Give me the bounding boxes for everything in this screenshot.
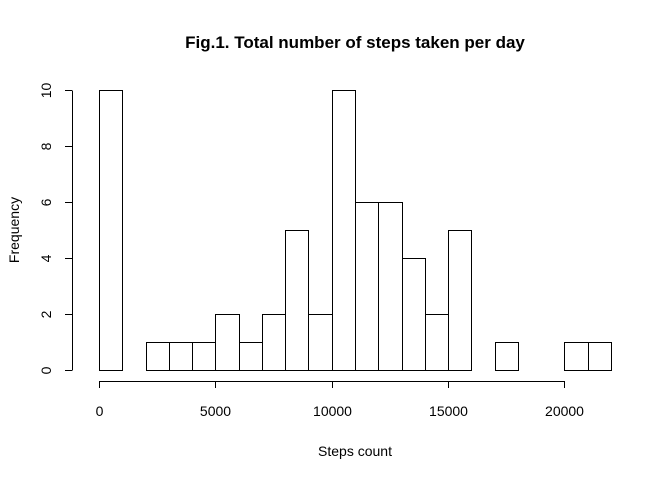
histogram-bar: [308, 314, 333, 371]
y-tick-label: 10: [38, 83, 54, 99]
y-tick-label: 0: [38, 366, 54, 374]
histogram-bar: [262, 314, 286, 371]
x-tick-label: 5000: [200, 403, 231, 419]
histogram-bar: [192, 342, 216, 371]
y-tick-label: 4: [38, 254, 54, 262]
y-tick-label: 2: [38, 310, 54, 318]
histogram-bars: [99, 90, 612, 371]
y-axis-label: Frequency: [6, 197, 22, 263]
histogram-bar: [169, 342, 193, 371]
chart-title: Fig.1. Total number of steps taken per d…: [185, 33, 525, 52]
histogram-bar: [588, 342, 612, 371]
x-tick-label: 15000: [429, 403, 468, 419]
histogram-bar: [378, 202, 403, 371]
histogram-bar: [332, 90, 356, 371]
y-tick-label: 6: [38, 198, 54, 206]
histogram-bar: [448, 230, 472, 371]
x-tick-label: 0: [96, 403, 104, 419]
x-tick-label: 20000: [545, 403, 584, 419]
x-axis-label: Steps count: [318, 443, 392, 459]
y-axis: 0 2 4 6 8 10: [38, 83, 73, 374]
histogram-bar: [495, 342, 519, 371]
histogram-bar: [99, 90, 123, 371]
x-tick-label: 10000: [313, 403, 352, 419]
y-tick-label: 8: [38, 142, 54, 150]
histogram-bar: [146, 342, 170, 371]
histogram-bar: [285, 230, 309, 371]
histogram-bar: [402, 258, 426, 371]
histogram-bar: [425, 314, 449, 371]
histogram-bar: [239, 342, 263, 371]
x-axis: 0 5000 10000 15000 20000: [96, 381, 584, 419]
histogram-bar: [355, 202, 379, 371]
histogram-bar: [215, 314, 240, 371]
histogram-bar: [564, 342, 589, 371]
